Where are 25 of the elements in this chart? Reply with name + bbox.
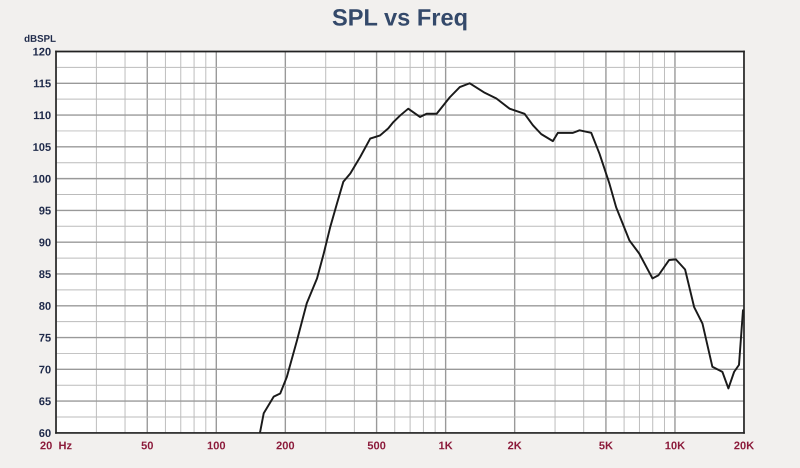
y-tick-label: 80 [39, 302, 51, 310]
x-tick-label: 1K [439, 442, 453, 450]
y-tick-label: 105 [33, 143, 51, 151]
x-tick-label: 20K [734, 442, 754, 450]
x-tick-label: 500 [368, 442, 386, 450]
x-tick-label: 200 [276, 442, 294, 450]
y-tick-label: 70 [39, 366, 51, 374]
x-tick-label: 20 Hz [40, 442, 72, 450]
x-tick-label: 10K [665, 442, 686, 450]
y-tick-label: 120 [33, 48, 51, 56]
x-tick-label: 100 [208, 442, 226, 450]
y-tick-label: 115 [34, 80, 51, 88]
y-tick-label: 100 [33, 174, 51, 183]
y-tick-label: 110 [34, 111, 51, 120]
y-tick-label: 60 [39, 429, 51, 438]
x-tick-label: 5K [599, 442, 613, 450]
y-tick-label: 85 [39, 270, 51, 278]
x-tick-label: 50 [141, 442, 153, 450]
y-tick-label: 95 [39, 206, 51, 215]
chart-title: SPL vs Freq [332, 9, 466, 30]
y-axis-title: dBSPL [24, 34, 56, 42]
y-tick-label: 65 [39, 397, 51, 406]
y-tick-label: 90 [39, 238, 51, 246]
x-tick-label: 2K [508, 442, 522, 450]
y-tick-label: 75 [39, 334, 51, 342]
